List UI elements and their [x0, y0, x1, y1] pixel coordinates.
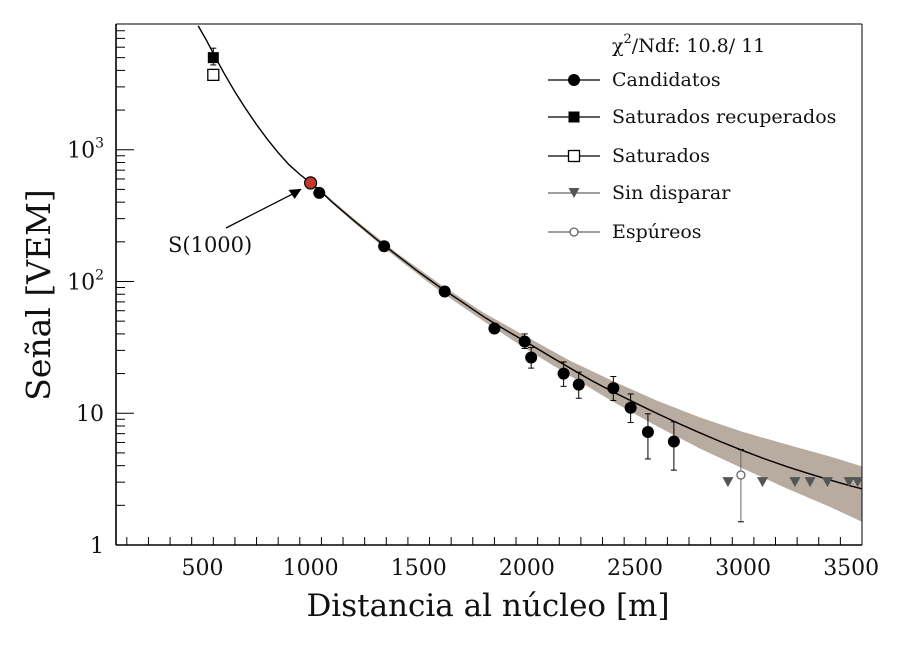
- fit-statistics: χ2/Ndf: 10.8/ 11: [612, 32, 765, 57]
- y-tick-label: 1: [90, 534, 104, 559]
- candidatos-point: [438, 285, 451, 298]
- candidatos-point: [518, 335, 531, 348]
- data-points-layer: [207, 47, 864, 523]
- s1000-arrowhead: [288, 188, 302, 199]
- candidatos-point: [624, 401, 637, 414]
- x-tick-label: 500: [181, 556, 223, 581]
- fit-curve-layer: [197, 25, 862, 490]
- x-axis-title: Distancia al núcleo [m]: [306, 588, 669, 624]
- sin-disparar-point: [843, 477, 855, 488]
- candidatos-point: [641, 426, 654, 439]
- uncertainty-band: [310, 181, 862, 522]
- annotation-layer: S(1000): [168, 176, 318, 257]
- y-tick-label: 102: [67, 267, 104, 295]
- candidatos-point: [378, 240, 391, 253]
- legend-label: Saturados recuperados: [612, 106, 836, 128]
- legend: χ2/Ndf: 10.8/ 11 Candidatos Saturados recu…: [548, 32, 836, 243]
- sin-disparar-point: [804, 477, 816, 488]
- x-tick-label: 1000: [283, 556, 339, 581]
- saturados-point: [207, 68, 220, 82]
- s1000-arrow-line: [225, 190, 299, 229]
- candidatos-point: [488, 322, 501, 335]
- espureos-point: [736, 470, 746, 480]
- x-tick-label: 3000: [715, 556, 771, 581]
- legend-label: Candidatos: [612, 69, 721, 91]
- candidatos-point: [313, 186, 326, 199]
- y-axis-title: Señal [VEM]: [19, 189, 58, 401]
- candidatos-point: [607, 382, 620, 395]
- legend-marker: [568, 188, 580, 198]
- legend-marker: [567, 149, 581, 163]
- sin-disparar-point: [722, 477, 734, 488]
- axes-layer: 500 1000 1500 2000 2500 3000 3500 1 10 102 103: [67, 23, 879, 581]
- y-tick-label: 10: [76, 402, 104, 427]
- s1000-marker: [304, 176, 318, 190]
- candidatos-point: [572, 378, 585, 391]
- s1000-label: S(1000): [168, 233, 252, 257]
- saturados-recuperados-point: [207, 52, 219, 64]
- legend-marker: [569, 227, 579, 237]
- legend-marker: [568, 74, 580, 86]
- x-tick-label: 3500: [823, 556, 879, 581]
- x-tick-label: 2500: [607, 556, 663, 581]
- x-tick-label: 2000: [499, 556, 555, 581]
- sin-disparar-point: [757, 477, 769, 488]
- legend-label: Saturados: [612, 145, 710, 167]
- candidatos-point: [525, 351, 538, 364]
- sin-disparar-point: [821, 477, 833, 488]
- sin-disparar-point: [789, 477, 801, 488]
- uncertainty-band-layer: [310, 181, 862, 522]
- sin-disparar-point: [852, 477, 864, 488]
- legend-marker: [568, 111, 580, 123]
- legend-label: Sin disparar: [612, 182, 731, 204]
- candidatos-point: [557, 367, 570, 380]
- x-tick-label: 1500: [391, 556, 447, 581]
- candidatos-point: [667, 435, 680, 448]
- y-tick-label: 103: [67, 136, 104, 164]
- legend-label: Espúreos: [612, 221, 702, 243]
- fit-curve: [197, 25, 862, 490]
